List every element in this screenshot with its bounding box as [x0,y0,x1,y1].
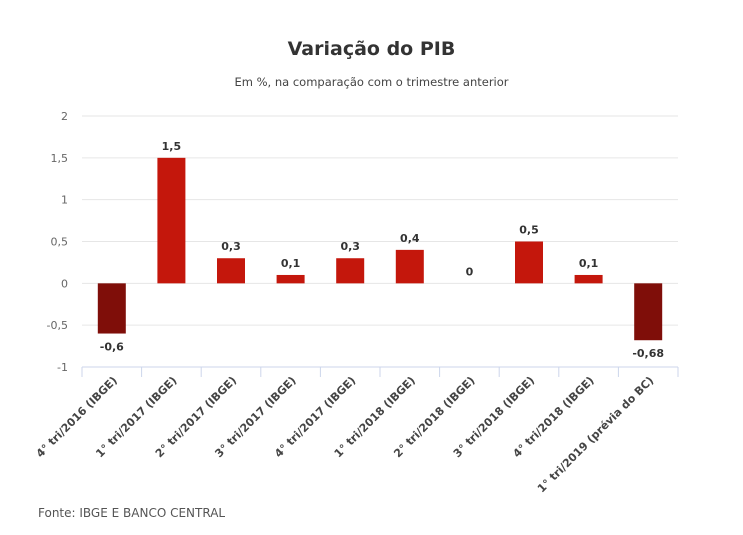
data-label: -0,68 [632,347,664,360]
data-label: -0,6 [100,341,124,354]
data-label: 0,3 [340,240,360,253]
data-label: 0,1 [281,257,301,270]
y-tick-label: -0,5 [47,319,68,332]
bar [395,249,424,284]
x-tick-label: 1° tri/2019 (prévia do BC) [535,374,656,495]
bar [574,274,603,284]
chart-title: Variação do PIB [287,38,456,60]
bar [515,241,543,284]
data-label: 0,5 [519,224,539,237]
data-label: 0,1 [579,257,599,270]
data-label: 1,5 [162,140,182,153]
y-tick-label: 0 [61,277,68,290]
bar [276,274,305,284]
bar [634,283,663,341]
data-label: 0,4 [400,232,420,245]
y-tick-label: 2 [61,110,68,123]
y-tick-label: 0,5 [51,236,69,249]
chart-subtitle: Em %, na comparação com o trimestre ante… [234,75,509,89]
y-tick-label: 1,5 [51,152,69,165]
data-label: 0 [466,265,474,278]
bar [157,157,186,284]
bar [336,258,365,284]
data-label: 0,3 [221,240,241,253]
y-tick-label: -1 [57,361,68,374]
bar [97,283,126,334]
y-tick-label: 1 [61,194,68,207]
chart-source: Fonte: IBGE E BANCO CENTRAL [38,506,226,520]
bar [217,258,245,284]
